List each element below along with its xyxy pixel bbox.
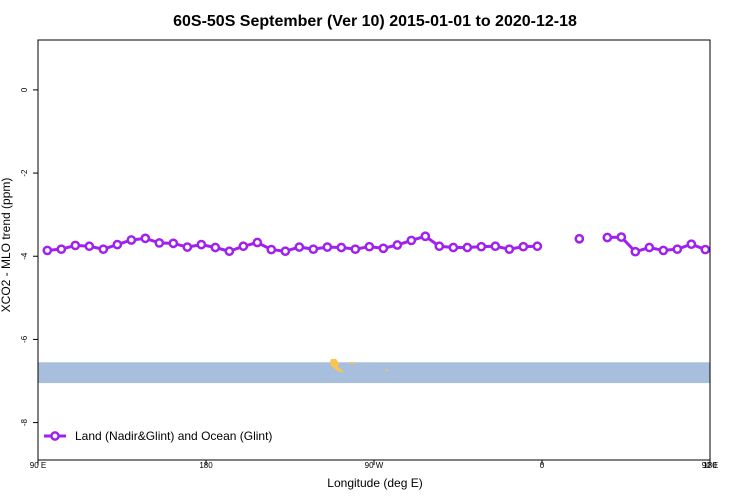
land-patch (386, 369, 388, 371)
data-point (336, 242, 347, 253)
x-axis-label: Longitude (deg E) (327, 476, 422, 490)
land-patch (350, 362, 354, 364)
data-point (294, 242, 305, 252)
data-point (70, 240, 81, 251)
data-point (322, 242, 333, 252)
ocean-band (38, 362, 710, 384)
data-point (84, 241, 95, 252)
x-tick-label: 90 E (702, 461, 718, 470)
data-point (532, 241, 543, 252)
data-point (504, 244, 515, 255)
data-point (364, 241, 375, 252)
data-point (182, 242, 193, 252)
data-point (378, 243, 389, 254)
legend-marker (50, 431, 60, 441)
data-point (700, 244, 711, 255)
data-point (406, 235, 417, 246)
data-point (602, 232, 613, 243)
data-point (224, 246, 235, 257)
data-point (238, 241, 249, 252)
data-point (392, 240, 403, 250)
data-point (616, 232, 627, 242)
legend: Land (Nadir&Glint) and Ocean (Glint) (44, 429, 272, 443)
data-point (112, 239, 123, 250)
map-band (38, 359, 710, 384)
x-tick-label: 180 (703, 461, 717, 470)
data-point (280, 246, 291, 257)
y-tick-label: 0 (20, 87, 29, 92)
data-point (168, 238, 179, 249)
data-point (644, 242, 655, 253)
data-point (266, 244, 277, 255)
x-tick-label: 180 (199, 461, 213, 470)
chart-title: 60S-50S September (Ver 10) 2015-01-01 to… (173, 13, 577, 30)
data-point (210, 242, 221, 253)
plot-frame (37, 39, 711, 461)
data-point (154, 238, 165, 248)
y-axis: 0 -2 -4 -6 -8 (20, 87, 38, 426)
data-point (630, 246, 641, 257)
y-tick-label: -6 (20, 335, 29, 343)
series-layer (42, 231, 711, 257)
data-point (252, 237, 263, 248)
data-point (420, 231, 431, 242)
data-point (350, 244, 361, 255)
data-point (686, 239, 697, 250)
land-patches (330, 359, 388, 372)
y-tick-label: -8 (20, 418, 29, 426)
x-tick-label: 90 E (30, 461, 46, 470)
y-tick-label: -4 (20, 252, 29, 260)
data-point (308, 244, 319, 255)
data-point (196, 239, 207, 250)
data-point (518, 241, 529, 252)
x-tick-label: 0 (540, 461, 545, 470)
data-point (462, 242, 473, 253)
data-point (574, 233, 585, 244)
data-point (476, 241, 487, 252)
data-point (672, 244, 683, 255)
data-point (140, 233, 151, 244)
legend-label: Land (Nadir&Glint) and Ocean (Glint) (75, 429, 272, 443)
land-patch (330, 359, 344, 372)
y-tick-label: -2 (20, 169, 29, 177)
data-point (126, 235, 137, 245)
data-point (658, 245, 669, 256)
data-point (42, 245, 53, 256)
data-point (98, 244, 109, 255)
data-point (434, 241, 445, 252)
x-tick-label: 90 W (365, 461, 384, 470)
data-point (448, 242, 459, 253)
data-point (56, 244, 67, 255)
data-point (490, 241, 501, 252)
y-axis-label: XCO2 - MLO trend (ppm) (0, 178, 13, 313)
